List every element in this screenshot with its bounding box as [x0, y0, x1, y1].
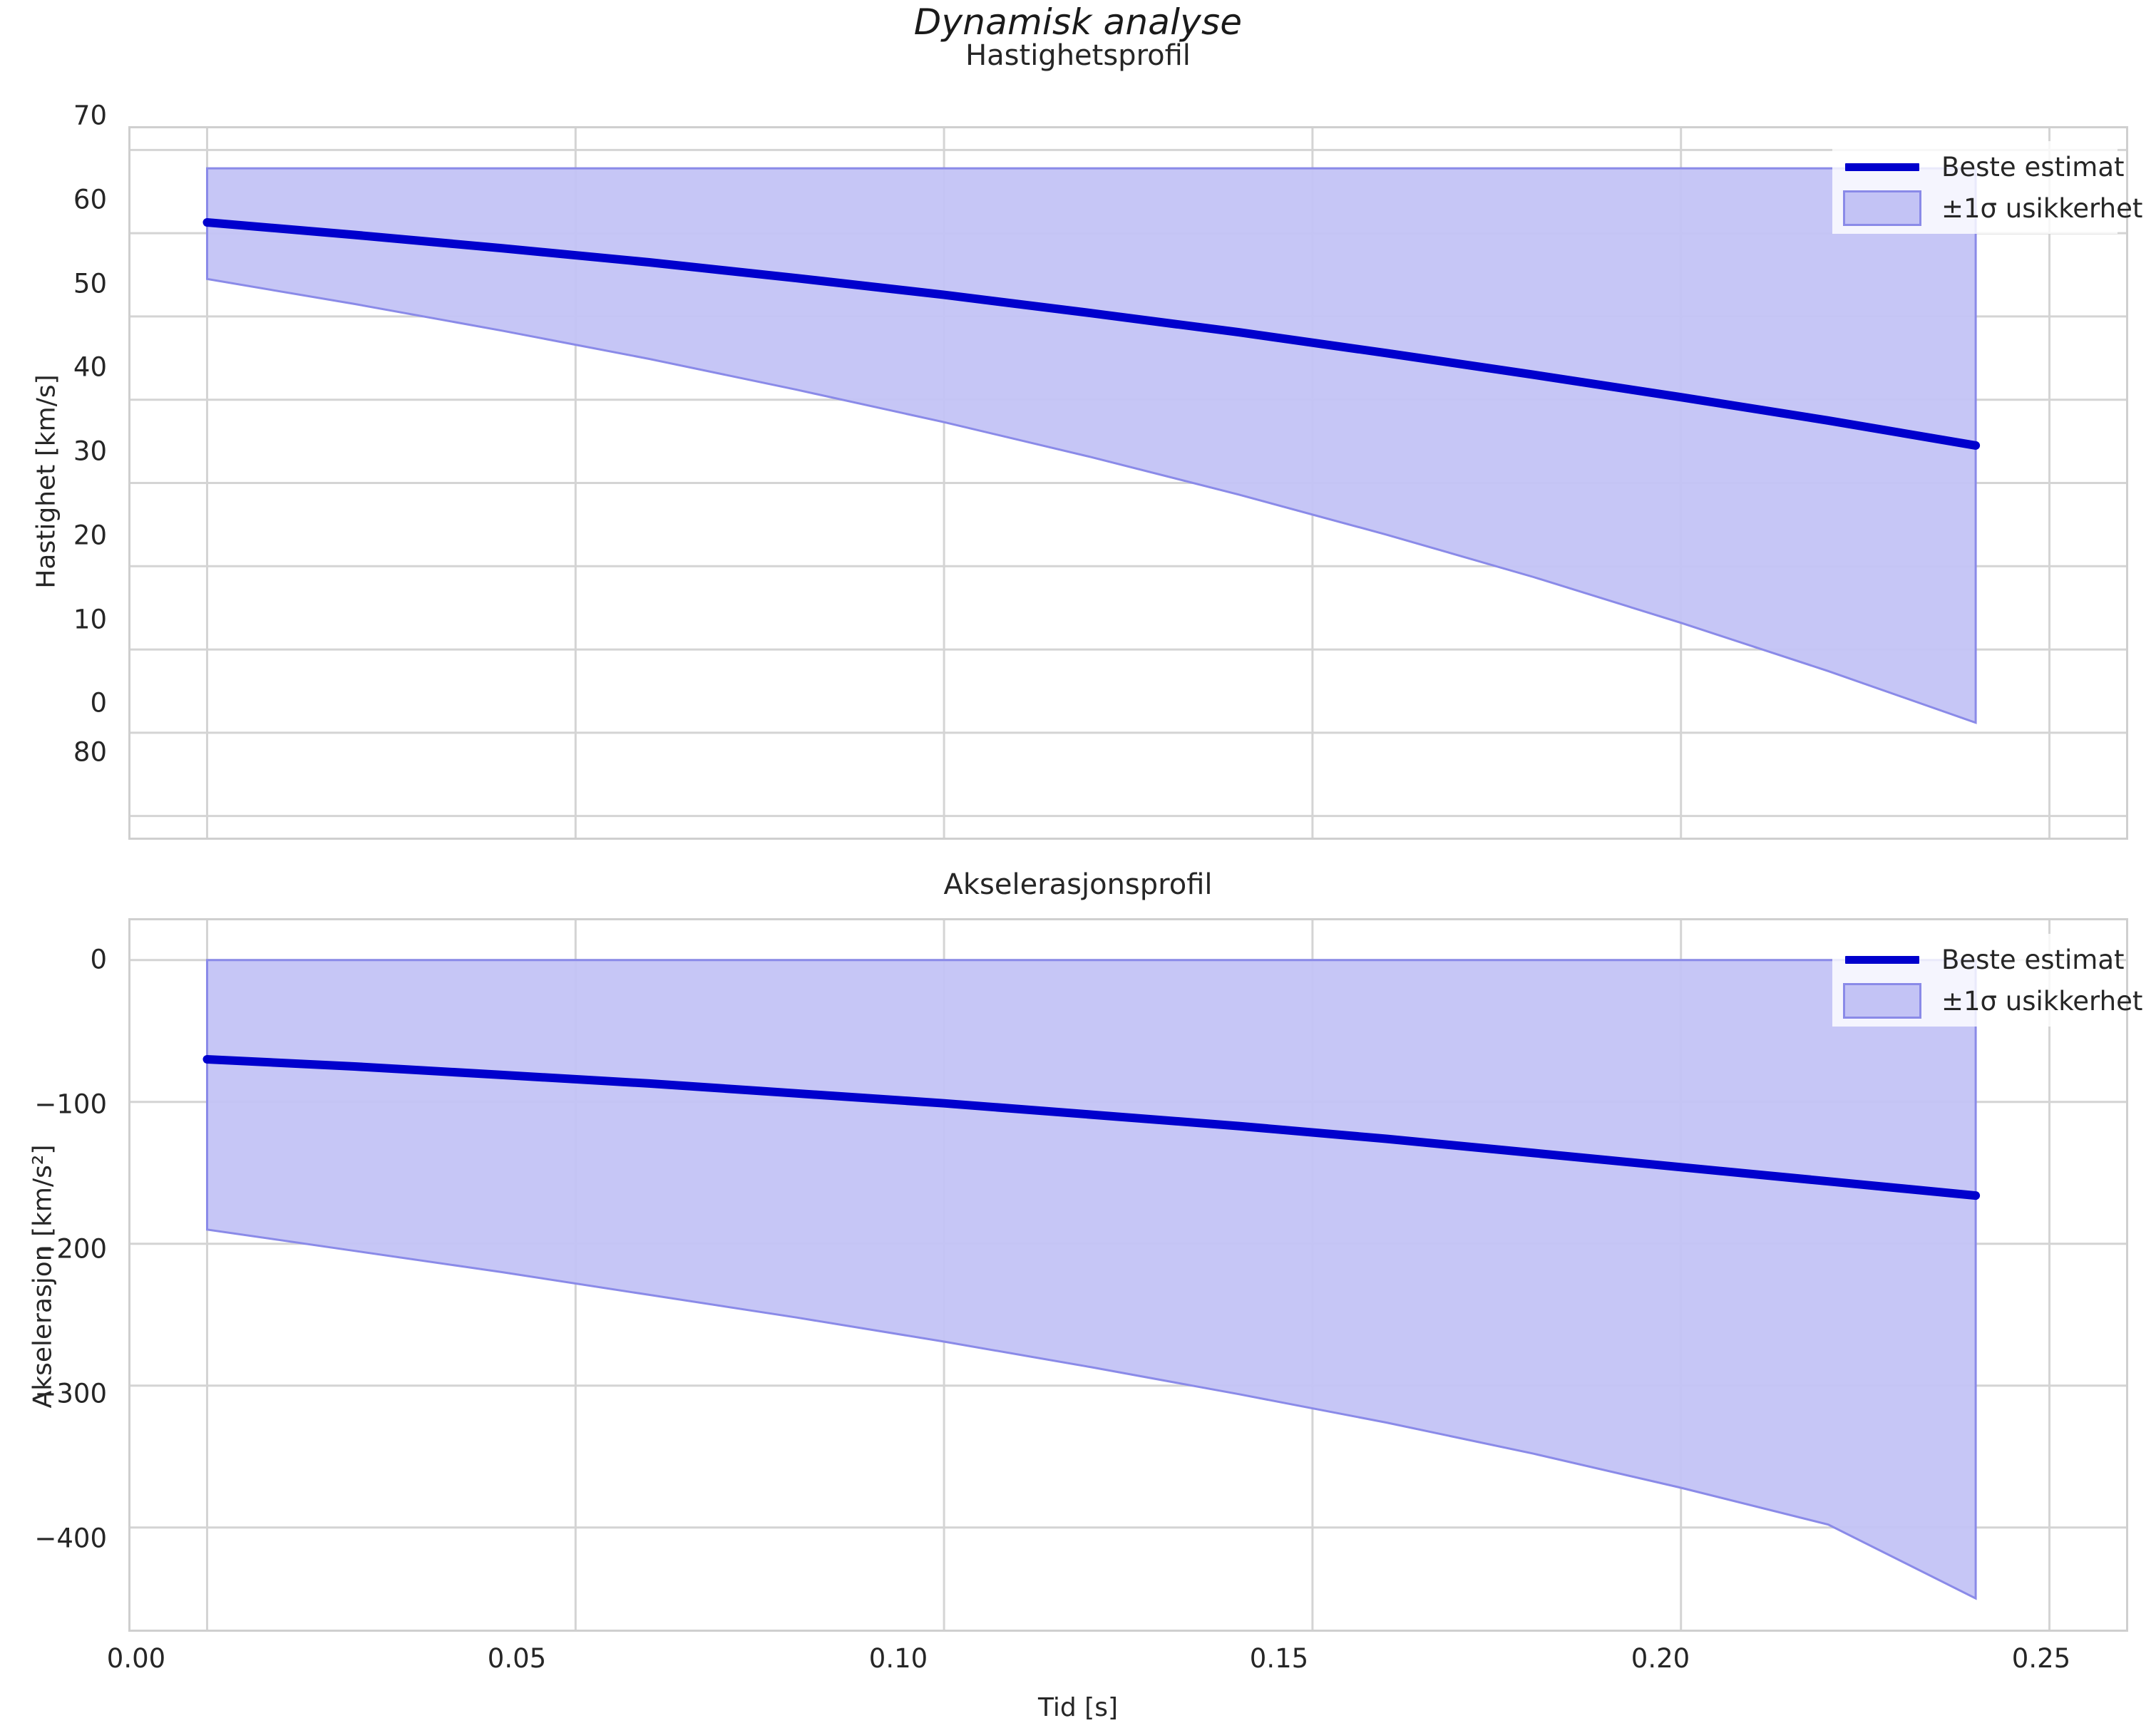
velocity-plot-area — [130, 128, 2126, 838]
acceleration-axis-label: Akselerasjon [km/s²] — [28, 1144, 58, 1409]
velocity-ytick-50: 50 — [73, 268, 107, 299]
velocity-ytick-10: 10 — [73, 604, 107, 635]
legend-band-label: ±1σ usikkerhet — [1941, 985, 2143, 1017]
velocity-legend-row-band: ±1σ usikkerhet — [1840, 187, 2142, 229]
velocity-axis-label: Hastighet [km/s] — [31, 374, 61, 589]
xtick-0.15: 0.15 — [1249, 1643, 1309, 1674]
legend-line-label: Beste estimat — [1941, 944, 2125, 975]
velocity-ytick-40: 40 — [73, 351, 107, 383]
legend-band-swatch — [1840, 983, 1924, 1019]
velocity-ytick-80: 80 — [73, 736, 107, 768]
legend-band-swatch — [1840, 190, 1924, 226]
acceleration-legend-row-band: ±1σ usikkerhet — [1840, 980, 2142, 1022]
acceleration-subplot-title: Akselerasjonsprofil — [943, 868, 1213, 901]
acceleration-legend-row-line: Beste estimat — [1840, 939, 2125, 980]
legend-line-label: Beste estimat — [1941, 151, 2125, 182]
velocity-axes — [128, 126, 2128, 840]
xtick-0.00: 0.00 — [106, 1643, 166, 1674]
velocity-ytick-0: 0 — [90, 687, 107, 719]
velocity-legend: Beste estimat ±1σ usikkerhet — [1832, 141, 2142, 234]
acceleration-ytick-m200: −200 — [34, 1233, 107, 1265]
velocity-ytick-30: 30 — [73, 436, 107, 467]
legend-line-swatch — [1840, 163, 1924, 171]
acceleration-ytick-m400: −400 — [34, 1523, 107, 1554]
acceleration-ytick-0: 0 — [90, 944, 107, 975]
velocity-ytick-60: 60 — [73, 184, 107, 215]
velocity-plot-svg — [130, 128, 2126, 838]
velocity-legend-row-line: Beste estimat — [1840, 146, 2125, 187]
velocity-subplot-title: Hastighetsprofil — [965, 39, 1191, 72]
velocity-ytick-20: 20 — [73, 520, 107, 551]
acceleration-plot-svg — [130, 920, 2126, 1630]
xtick-0.05: 0.05 — [487, 1643, 547, 1674]
xtick-0.25: 0.25 — [2011, 1643, 2071, 1674]
x-axis-label: Tid [s] — [1037, 1693, 1119, 1722]
velocity-ytick-70: 70 — [73, 100, 107, 131]
acceleration-ytick-m100: −100 — [34, 1089, 107, 1120]
acceleration-legend: Beste estimat ±1σ usikkerhet — [1832, 934, 2142, 1027]
acceleration-ytick-m300: −300 — [34, 1378, 107, 1409]
figure-suptitle: Dynamisk analyse — [913, 1, 1243, 43]
legend-band-label: ±1σ usikkerhet — [1941, 192, 2143, 224]
acceleration-plot-area — [130, 920, 2126, 1630]
legend-line-swatch — [1840, 955, 1924, 964]
xtick-0.20: 0.20 — [1631, 1643, 1690, 1674]
acceleration-axes — [128, 918, 2128, 1632]
xtick-0.10: 0.10 — [868, 1643, 928, 1674]
